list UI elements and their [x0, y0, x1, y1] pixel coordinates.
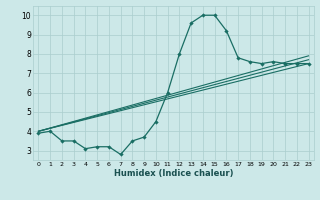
X-axis label: Humidex (Indice chaleur): Humidex (Indice chaleur)	[114, 169, 233, 178]
